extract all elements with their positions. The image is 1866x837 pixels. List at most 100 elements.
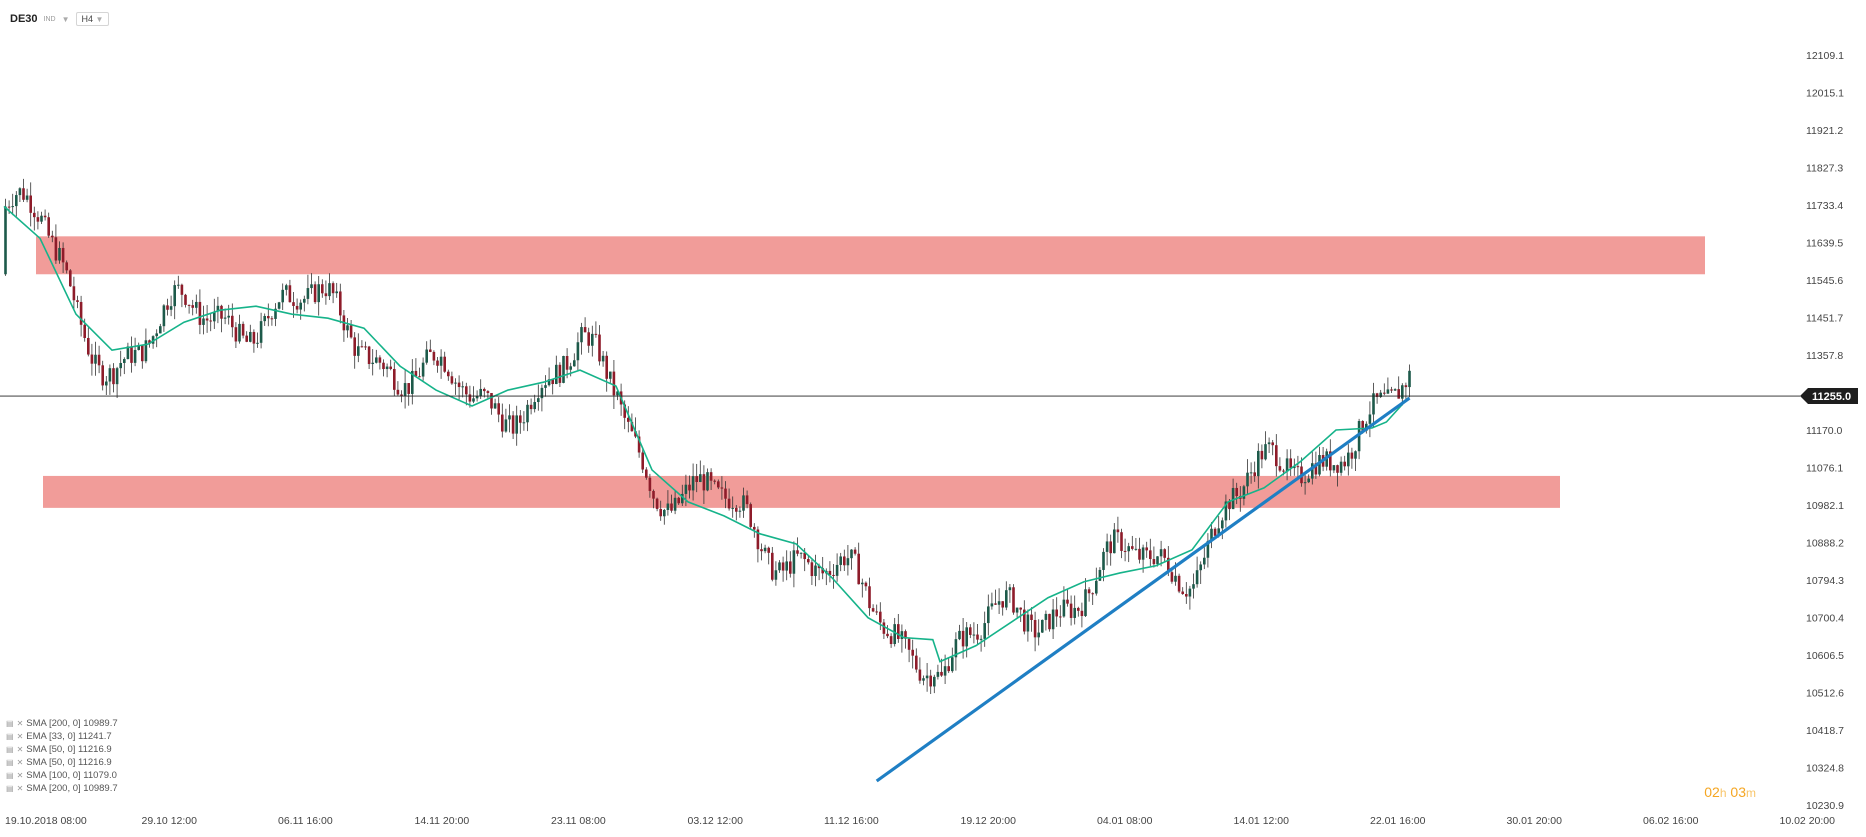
candle: [609, 371, 612, 384]
candle: [540, 384, 544, 412]
candle-body-down: [72, 286, 76, 301]
candle-body-up: [213, 311, 216, 322]
candle: [364, 341, 367, 351]
candle-body-down: [1282, 470, 1285, 472]
legend-item[interactable]: ▤ ✕ SMA [200, 0] 10989.7: [6, 717, 118, 730]
candle-body-down: [879, 611, 882, 623]
candle-body-up: [1368, 414, 1372, 424]
candle-body-up: [850, 549, 853, 559]
candle: [1152, 546, 1156, 568]
candle: [965, 621, 968, 658]
candle-body-up: [547, 379, 551, 386]
candle: [1393, 388, 1397, 392]
candle-body-up: [936, 671, 940, 677]
candle: [112, 363, 115, 393]
candle-body-up: [162, 305, 166, 327]
legend-item[interactable]: ▤ ✕ SMA [100, 0] 11079.0: [6, 769, 118, 782]
candle-body-up: [1401, 385, 1404, 399]
candle: [997, 588, 1001, 614]
candle-body-up: [403, 383, 407, 397]
candle-body-down: [187, 304, 191, 306]
trendline-segment[interactable]: [875, 396, 1411, 783]
candle: [47, 212, 50, 238]
candle: [223, 308, 227, 325]
candle-body-up: [1141, 547, 1145, 560]
candle-body-down: [396, 389, 400, 395]
candle-body-down: [720, 487, 724, 489]
close-icon[interactable]: ✕: [16, 732, 24, 741]
candle-body-up: [544, 385, 547, 388]
candle-body-up: [1408, 370, 1411, 388]
candle-body-down: [994, 603, 997, 605]
candle: [159, 323, 162, 334]
candle-body-down: [184, 294, 187, 305]
timeframe-select[interactable]: H4 ▼: [75, 12, 110, 26]
list-icon[interactable]: ▤: [6, 784, 14, 793]
candle: [580, 322, 583, 355]
close-icon[interactable]: ✕: [16, 745, 24, 754]
candle-body-up: [943, 666, 947, 676]
candle: [731, 496, 734, 518]
candle-body-down: [234, 327, 238, 342]
chart-toolbar: DE30 IND ▼ H4 ▼: [10, 10, 110, 28]
legend-item[interactable]: ▤ ✕ SMA [50, 0] 11216.9: [6, 756, 118, 769]
candle-body-down: [191, 305, 194, 308]
list-icon[interactable]: ▤: [6, 771, 14, 780]
legend-item[interactable]: ▤ ✕ SMA [200, 0] 10989.7: [6, 782, 118, 795]
candle-body-up: [1285, 458, 1289, 472]
close-icon[interactable]: ✕: [16, 771, 24, 780]
candle-body-down: [529, 404, 533, 410]
x-tick-label: 03.12 12:00: [688, 815, 744, 827]
list-icon[interactable]: ▤: [6, 745, 14, 754]
list-icon[interactable]: ▤: [6, 732, 14, 741]
candle: [51, 230, 54, 243]
candle: [166, 298, 169, 316]
y-tick-label: 10888.2: [1806, 538, 1844, 550]
candle-body-up: [979, 638, 983, 640]
candle: [1271, 439, 1274, 456]
legend-item[interactable]: ▤ ✕ SMA [50, 0] 11216.9: [6, 743, 118, 756]
candle: [504, 408, 508, 433]
candle: [652, 489, 655, 509]
candle-body-down: [1001, 601, 1004, 608]
candle: [385, 363, 389, 378]
legend-item[interactable]: ▤ ✕ EMA [33, 0] 11241.7: [6, 730, 118, 743]
close-icon[interactable]: ✕: [16, 758, 24, 767]
candle: [544, 375, 547, 397]
candle-body-down: [630, 421, 634, 432]
candle-body-down: [353, 337, 356, 356]
symbol-label[interactable]: DE30: [10, 13, 38, 25]
candle: [1246, 459, 1249, 495]
candle-body-down: [1012, 587, 1015, 613]
candle-body-up: [987, 606, 990, 624]
candle: [439, 349, 443, 379]
chevron-down-icon[interactable]: ▼: [61, 14, 70, 24]
candle: [371, 349, 374, 376]
candle: [299, 299, 302, 320]
candle-body-up: [1127, 546, 1130, 552]
trendline[interactable]: [875, 396, 1411, 783]
candle: [69, 269, 72, 287]
price-tag-label: 11255.0: [1812, 391, 1851, 403]
list-icon[interactable]: ▤: [6, 758, 14, 767]
candle-body-up: [1051, 609, 1055, 630]
candle: [627, 406, 630, 433]
candle-body-down: [781, 562, 785, 571]
close-icon[interactable]: ✕: [16, 719, 24, 728]
candle: [1127, 542, 1130, 563]
candle: [126, 342, 130, 360]
candle-body-up: [742, 495, 745, 511]
candle: [922, 675, 925, 686]
close-icon[interactable]: ✕: [16, 784, 24, 793]
y-tick-label: 10324.8: [1806, 763, 1844, 775]
candle-body-up: [1102, 551, 1105, 570]
resistance-zones: [36, 236, 1705, 508]
candle: [947, 657, 950, 674]
candle-body-down: [947, 666, 950, 672]
candle: [547, 367, 551, 387]
candle-body-down: [1177, 575, 1181, 592]
candle-body-down: [828, 570, 832, 575]
candle: [1192, 573, 1195, 599]
list-icon[interactable]: ▤: [6, 719, 14, 728]
